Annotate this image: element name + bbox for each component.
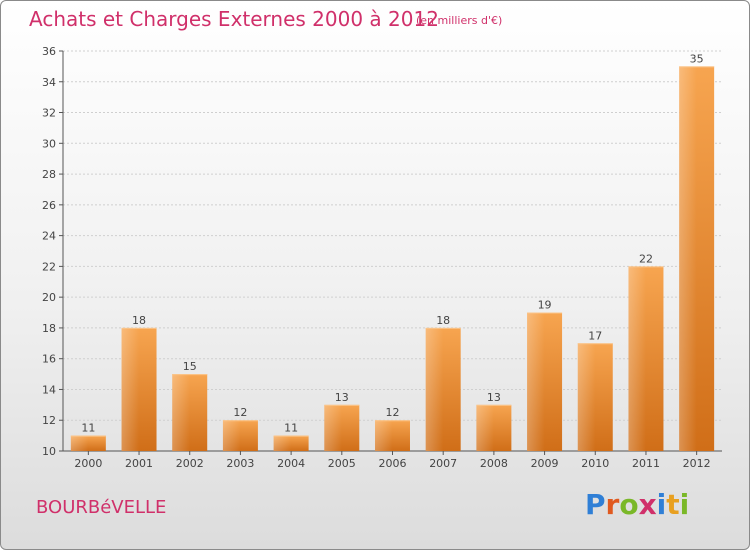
bar-highlight (425, 327, 444, 451)
data-label-2008: 13 (487, 391, 501, 404)
y-tick-label: 16 (42, 353, 56, 366)
y-tick-label: 14 (42, 383, 56, 396)
y-tick-label: 26 (42, 199, 56, 212)
bar-highlight (679, 66, 697, 451)
data-label-2012: 35 (690, 52, 704, 65)
x-tick-label-2000: 2000 (74, 457, 102, 470)
labels: 10 12 14 16 18 20 22 24 26 28 30 32 34 36 11 2000 18 2001… (42, 45, 711, 470)
data-label-2002: 15 (183, 360, 197, 373)
bar-highlight (222, 420, 241, 451)
x-tick-label-2008: 2008 (480, 457, 508, 470)
y-tick-label: 28 (42, 168, 56, 181)
y-tick-label: 18 (42, 322, 56, 335)
x-tick-label-2004: 2004 (277, 457, 305, 470)
bar-highlight (375, 420, 393, 451)
x-tick-label-2001: 2001 (125, 457, 153, 470)
y-tick-label: 34 (42, 76, 56, 89)
y-tick-label: 36 (42, 45, 56, 58)
x-tick-label-2009: 2009 (531, 457, 559, 470)
y-tick-label: 32 (42, 107, 56, 120)
data-label-2010: 17 (588, 329, 602, 342)
y-tick-label: 30 (42, 137, 56, 150)
bars (70, 66, 715, 451)
bar-highlight (273, 435, 292, 451)
data-label-2007: 18 (436, 314, 450, 327)
y-tick-label: 22 (42, 260, 56, 273)
bar-highlight (324, 404, 342, 451)
axes (59, 50, 722, 455)
bar-highlight (70, 435, 89, 451)
bar-highlight (628, 266, 646, 451)
data-label-2003: 12 (233, 406, 247, 419)
grid (63, 50, 722, 452)
y-tick-label: 24 (42, 230, 56, 243)
bar-highlight (527, 312, 545, 451)
bar-highlight (476, 404, 494, 451)
x-tick-label-2006: 2006 (379, 457, 407, 470)
bar-highlight (121, 327, 140, 451)
x-tick-label-2007: 2007 (429, 457, 457, 470)
x-tick-label-2002: 2002 (176, 457, 204, 470)
x-tick-label-2010: 2010 (581, 457, 609, 470)
bar-highlight (577, 343, 596, 451)
data-label-2011: 22 (639, 252, 653, 265)
x-tick-label-2003: 2003 (226, 457, 254, 470)
chart-title: Achats et Charges Externes 2000 à 2012 (29, 7, 439, 31)
commune-name: BOURBéVELLE (36, 497, 167, 518)
x-tick-label-2011: 2011 (632, 457, 660, 470)
data-label-2004: 11 (284, 422, 298, 435)
chart-subtitle: (en milliers d'€) (416, 14, 503, 27)
y-tick-label: 12 (42, 414, 56, 427)
data-label-2001: 18 (132, 314, 146, 327)
y-tick-label: 10 (42, 445, 56, 458)
y-tick-label: 20 (42, 291, 56, 304)
data-label-2009: 19 (538, 299, 552, 312)
bar-highlight (172, 374, 190, 451)
x-tick-label-2005: 2005 (328, 457, 356, 470)
proxiti-logo: Proxiti (585, 488, 690, 521)
x-tick-label-2012: 2012 (683, 457, 711, 470)
data-label-2006: 12 (386, 406, 400, 419)
data-label-2000: 11 (81, 422, 95, 435)
data-label-2005: 13 (335, 391, 349, 404)
